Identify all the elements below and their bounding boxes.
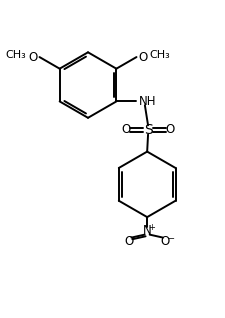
Text: O: O [124,235,133,248]
Text: CH₃: CH₃ [5,50,26,60]
Text: CH₃: CH₃ [149,50,170,60]
Text: O: O [165,123,174,136]
Text: N: N [142,224,151,237]
Text: NH: NH [138,95,155,108]
Text: S: S [143,123,152,137]
Text: +: + [148,223,155,232]
Text: O: O [28,51,38,64]
Text: O: O [121,123,130,136]
Text: −: − [166,234,173,243]
Text: O: O [137,51,147,64]
Text: O: O [160,235,169,248]
